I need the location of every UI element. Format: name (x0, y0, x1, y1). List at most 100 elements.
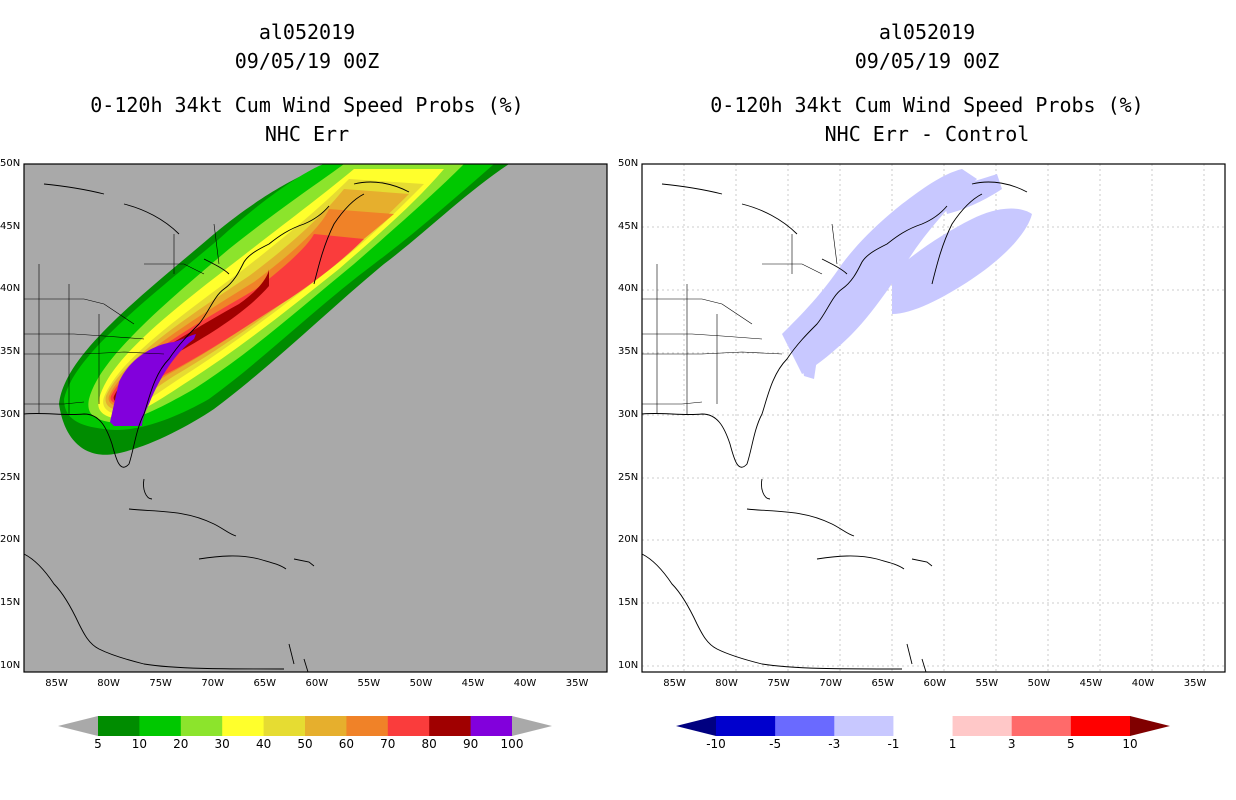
left-colorbar-label: 10 (131, 737, 148, 751)
right-difference-map (641, 163, 1226, 673)
left-lat-tick-25N: 25N (0, 471, 21, 483)
right-storm-id: al052019 (878, 20, 976, 44)
right-colorbar-label: 10 (1122, 737, 1138, 751)
left-colorbar-swatch (305, 716, 347, 736)
coastlines (23, 181, 410, 673)
left-storm-id: al052019 (258, 20, 356, 44)
right-lon-tick-50W: 50W (1027, 678, 1051, 689)
right-colorbar-swatch (893, 716, 954, 736)
right-lon-tick-40W: 40W (1131, 678, 1155, 689)
prob-band-70 (110, 234, 364, 404)
right-lon-tick-60W: 60W (923, 678, 947, 689)
state-borders (24, 223, 220, 414)
left-colorbar-swatch (180, 716, 223, 736)
left-lon-tick-65W: 65W (253, 678, 277, 689)
left-colorbar-label: 90 (462, 737, 479, 751)
left-colorbar-label: 60 (338, 737, 355, 751)
left-lon-tick-55W: 55W (357, 678, 381, 689)
right-colorbar-swatch (952, 716, 1013, 736)
left-colorbar-swatch (263, 716, 306, 736)
left-lat-tick-50N: 50N (0, 158, 21, 169)
right-colorbar-label: 3 (1007, 737, 1016, 751)
right-lat-tick-45N: 45N (618, 220, 639, 232)
right-product-title: 0-120h 34kt Cum Wind Speed Probs (%) (710, 93, 1144, 117)
right-lat-tick-15N: 15N (618, 597, 639, 608)
left-colorbar (58, 716, 552, 736)
right-lon-tick-75W: 75W (767, 678, 790, 689)
right-map-frame (641, 163, 1226, 673)
left-lon-tick-70W: 70W (201, 678, 225, 689)
diff-region-1 (782, 169, 977, 374)
right-subtitle: NHC Err - Control (824, 122, 1030, 146)
right-colorbar-swatch (716, 716, 776, 736)
left-colorbar-swatch (98, 716, 140, 736)
left-colorbar-label: 50 (297, 737, 313, 751)
right-lon-tick-65W: 65W (871, 678, 895, 689)
left-colorbar-swatch (222, 716, 265, 736)
diff-region-2 (892, 208, 1032, 314)
left-lat-tick-10N: 10N (0, 659, 21, 671)
right-lon-tick-80W: 80W (715, 678, 738, 689)
right-colorbar-label: -5 (769, 737, 782, 751)
right-colorbar-label: 1 (948, 737, 957, 751)
right-lon-tick-55W: 55W (975, 678, 999, 689)
left-colorbar-swatch (346, 716, 389, 736)
right-colorbar-label: -3 (828, 737, 841, 751)
left-probability-map (23, 163, 608, 673)
left-colorbar-label: 20 (173, 737, 189, 751)
left-product-title: 0-120h 34kt Cum Wind Speed Probs (%) (90, 93, 524, 117)
right-lon-tick-45W: 45W (1079, 678, 1103, 689)
left-colorbar-swatch (470, 716, 513, 736)
left-colorbar-label: 100 (500, 737, 524, 751)
left-colorbar-label: 30 (214, 737, 230, 751)
left-lat-tick-40N: 40N (0, 283, 21, 295)
left-lon-tick-80W: 80W (97, 678, 120, 689)
right-lat-tick-40N: 40N (618, 283, 639, 295)
left-colorbar-swatch (429, 716, 472, 736)
right-lat-tick-10N: 10N (618, 659, 639, 671)
state-borders (642, 223, 838, 414)
right-colorbar-swatch (1011, 716, 1072, 736)
right-colorbar-under-arrow (676, 716, 716, 736)
difference-shading (782, 169, 1032, 379)
left-subtitle: NHC Err (264, 122, 350, 146)
right-colorbar-swatch (834, 716, 894, 736)
left-lon-tick-45W: 45W (461, 678, 485, 689)
left-lon-tick-50W: 50W (409, 678, 433, 689)
coastlines (641, 181, 1028, 673)
right-lat-tick-50N: 50N (618, 158, 639, 169)
diff-region-4 (802, 359, 817, 379)
left-lon-tick-40W: 40W (513, 678, 537, 689)
left-colorbar-swatch (139, 716, 182, 736)
left-colorbar-label: 80 (421, 737, 437, 751)
left-colorbar-swatch (387, 716, 430, 736)
probability-swath (59, 164, 509, 455)
left-datetime: 09/05/19 00Z (234, 49, 380, 73)
left-lon-tick-35W: 35W (565, 678, 589, 689)
right-colorbar (676, 716, 1170, 736)
right-lat-tick-30N: 30N (618, 408, 639, 420)
right-lon-tick-35W: 35W (1183, 678, 1207, 689)
left-lat-tick-20N: 20N (0, 534, 21, 546)
left-colorbar-label: 40 (255, 737, 272, 751)
right-lon-tick-70W: 70W (819, 678, 843, 689)
left-map-frame (23, 163, 608, 673)
right-colorbar-swatch (1070, 716, 1131, 736)
left-colorbar-label: 70 (380, 737, 396, 751)
right-map-background (642, 164, 1225, 672)
right-colorbar-label: 5 (1067, 737, 1075, 751)
right-lat-tick-20N: 20N (618, 534, 639, 546)
right-colorbar-over-arrow (1130, 716, 1170, 736)
right-colorbar-label: -1 (887, 737, 900, 751)
right-colorbar-label: -10 (706, 737, 726, 751)
right-colorbar-swatch (775, 716, 835, 736)
diff-region-3 (942, 174, 1002, 214)
left-lon-tick-75W: 75W (149, 678, 172, 689)
left-colorbar-under-arrow (58, 716, 98, 736)
left-lat-tick-45N: 45N (0, 220, 21, 232)
left-colorbar-over-arrow (512, 716, 552, 736)
left-lat-tick-35N: 35N (0, 346, 21, 358)
left-lat-tick-30N: 30N (0, 408, 21, 420)
left-lon-tick-85W: 85W (45, 678, 68, 689)
right-datetime: 09/05/19 00Z (854, 49, 1000, 73)
